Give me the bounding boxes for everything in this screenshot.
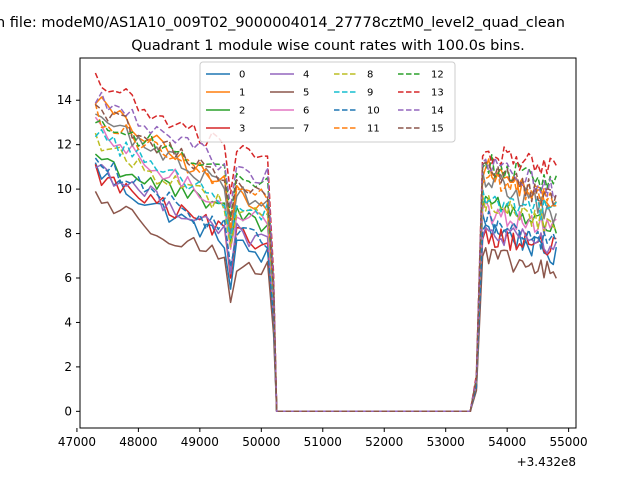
x-tick-label: 54000 (488, 435, 526, 449)
series-line-12 (95, 119, 558, 413)
legend-label-13: 13 (431, 88, 444, 99)
x-tick-label: 52000 (365, 435, 403, 449)
figure-suptitle: n file: modeM0/AS1A10_009T02_9000004014_… (0, 15, 565, 31)
legend-label-5: 5 (303, 88, 309, 99)
legend-label-6: 6 (303, 106, 309, 117)
x-axis: 47000 48000 49000 50000 51000 52000 53000 54000… (58, 428, 588, 449)
y-tick-label: 2 (64, 360, 72, 374)
series-line-5 (94, 191, 557, 413)
y-tick-label: 0 (64, 404, 72, 418)
x-tick-label: 51000 (304, 435, 342, 449)
legend-label-7: 7 (303, 124, 309, 135)
legend-label-12: 12 (431, 70, 444, 81)
y-tick-label: 10 (57, 182, 72, 196)
chart-title: Quadrant 1 module wise count rates with … (131, 38, 525, 54)
y-tick-label: 14 (57, 93, 72, 107)
y-axis: 0 2 4 6 8 10 12 14 (57, 93, 80, 418)
y-tick-label: 12 (57, 138, 72, 152)
legend-label-3: 3 (239, 124, 245, 135)
legend-label-14: 14 (431, 106, 444, 117)
y-tick-label: 6 (64, 271, 72, 285)
legend-label-10: 10 (367, 106, 380, 117)
series-line-15 (94, 104, 558, 413)
series-layer (94, 72, 558, 413)
series-line-8 (94, 132, 557, 413)
series-line-10 (94, 157, 558, 413)
y-tick-label: 4 (64, 315, 72, 329)
legend-label-11: 11 (367, 124, 380, 135)
series-line-13 (94, 72, 557, 413)
legend-label-4: 4 (303, 70, 309, 81)
x-tick-label: 49000 (181, 435, 219, 449)
plot-frame (79, 57, 577, 429)
x-tick-label: 50000 (242, 435, 280, 449)
x-tick-label: 55000 (550, 435, 588, 449)
y-tick-label: 8 (64, 227, 72, 241)
series-line-11 (94, 103, 557, 413)
legend-box (199, 61, 456, 143)
x-offset-label: +3.432e8 (517, 455, 576, 469)
x-tick-label: 53000 (427, 435, 465, 449)
legend-label-2: 2 (239, 106, 245, 117)
series-line-14 (94, 91, 557, 413)
legend-label-9: 9 (367, 88, 373, 99)
legend-label-8: 8 (367, 70, 373, 81)
legend-label-0: 0 (239, 70, 245, 81)
legend-label-15: 15 (431, 124, 444, 135)
x-tick-label: 48000 (119, 435, 157, 449)
legend-label-1: 1 (239, 88, 245, 99)
x-tick-label: 47000 (58, 435, 96, 449)
